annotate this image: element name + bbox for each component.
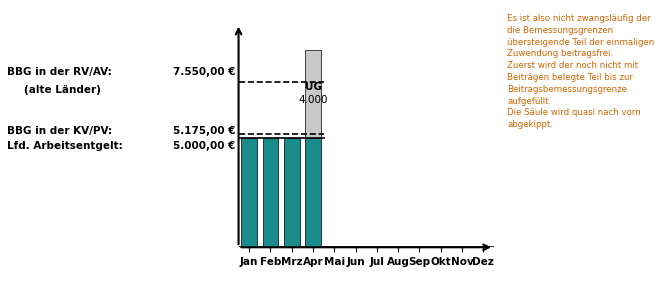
Text: 5.175,00 €: 5.175,00 € bbox=[173, 126, 235, 136]
Text: UG: UG bbox=[304, 82, 321, 92]
Text: Lfd. Arbeitsentgelt:: Lfd. Arbeitsentgelt: bbox=[7, 141, 122, 151]
Text: 4.000: 4.000 bbox=[298, 95, 328, 105]
Bar bbox=[241, 138, 257, 247]
Text: Es ist also nicht zwangsläufig der
die Bemessungsgrenzen
übersteigende Teil der : Es ist also nicht zwangsläufig der die B… bbox=[507, 14, 655, 129]
Bar bbox=[305, 138, 321, 247]
Text: BBG in der RV/AV:: BBG in der RV/AV: bbox=[7, 67, 112, 77]
Text: (alte Länder): (alte Länder) bbox=[24, 85, 100, 95]
Bar bbox=[305, 50, 321, 138]
Text: BBG in der KV/PV:: BBG in der KV/PV: bbox=[7, 126, 112, 136]
Text: 7.550,00 €: 7.550,00 € bbox=[173, 67, 235, 77]
Bar bbox=[263, 138, 278, 247]
Bar bbox=[284, 138, 300, 247]
Text: 5.000,00 €: 5.000,00 € bbox=[173, 141, 235, 151]
